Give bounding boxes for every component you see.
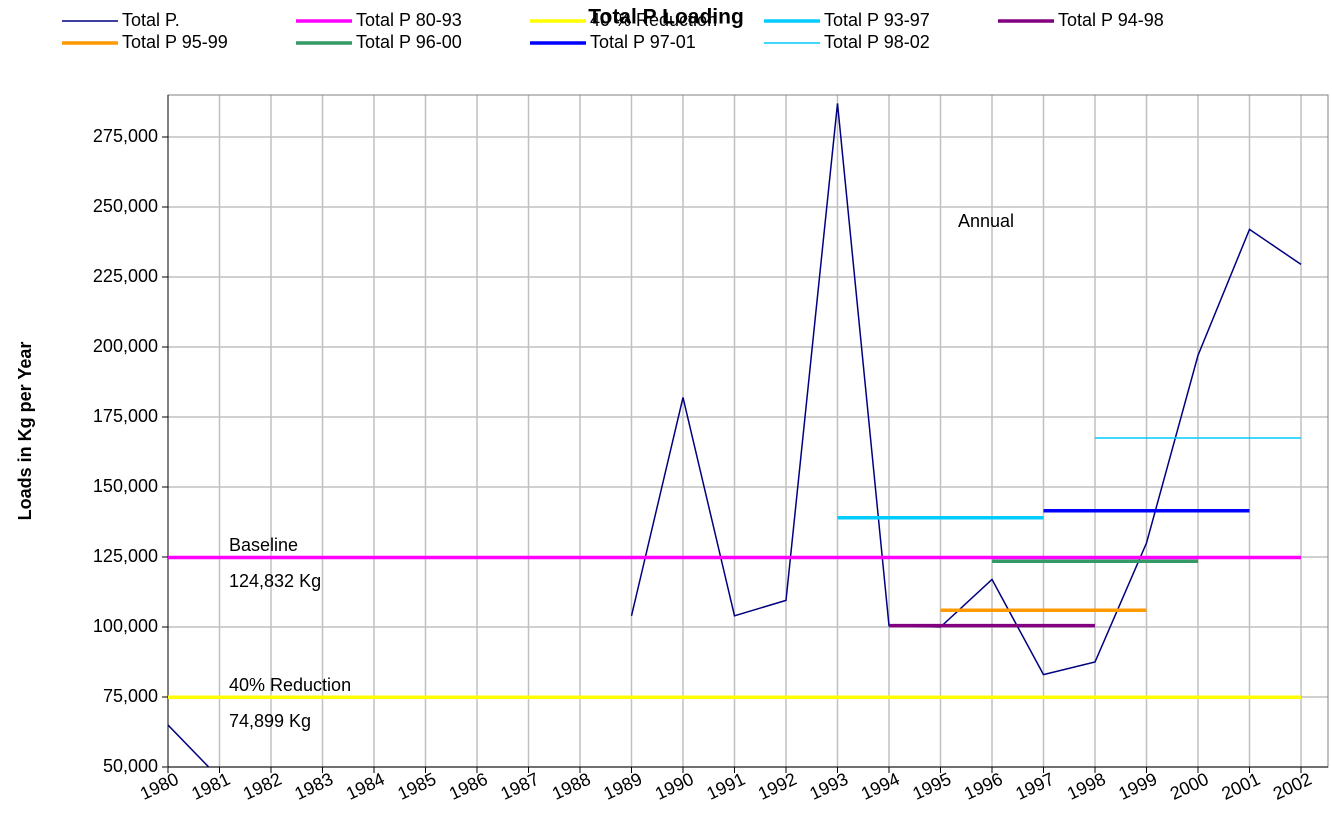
annotation: 124,832 Kg [229,571,321,591]
y-tick-label: 275,000 [93,126,158,146]
annotation: 40% Reduction [229,675,351,695]
x-tick-label: 1999 [1115,769,1160,804]
x-tick-label: 1984 [343,769,388,804]
legend-label: Total P 98-02 [824,32,930,52]
legend-label: Total P 95-99 [122,32,228,52]
x-tick-label: 1982 [240,769,285,804]
legend-label: Total P 97-01 [590,32,696,52]
x-tick-label: 1993 [806,769,851,804]
x-tick-label: 1996 [961,769,1006,804]
legend-label: Total P 94-98 [1058,10,1164,30]
annotation: Annual [958,211,1014,231]
x-tick-label: 1991 [703,769,748,804]
series-line [630,103,1302,676]
y-tick-label: 200,000 [93,336,158,356]
annotation: Baseline [229,535,298,555]
legend-label: 40 % Reduction [590,10,717,30]
y-axis-label: Loads in Kg per Year [15,342,35,521]
series-line [168,724,210,767]
y-tick-label: 75,000 [103,686,158,706]
legend-label: Total P 80-93 [356,10,462,30]
y-tick-label: 175,000 [93,406,158,426]
y-tick-label: 150,000 [93,476,158,496]
x-tick-label: 2001 [1218,769,1263,804]
legend-label: Total P 96-00 [356,32,462,52]
legend-label: Total P 93-97 [824,10,930,30]
x-tick-label: 1983 [291,769,336,804]
y-tick-label: 100,000 [93,616,158,636]
x-tick-label: 1985 [394,769,439,804]
x-tick-label: 1992 [755,769,800,804]
x-tick-label: 1988 [549,769,594,804]
y-tick-label: 50,000 [103,756,158,776]
x-tick-label: 1994 [858,769,903,804]
x-tick-label: 2000 [1167,769,1212,804]
x-tick-label: 1989 [600,769,645,804]
x-tick-label: 1987 [497,769,542,804]
chart-title: Total P Loading [588,6,744,29]
x-tick-label: 1995 [909,769,954,804]
plot-border [167,94,1329,768]
y-tick-label: 250,000 [93,196,158,216]
x-tick-label: 1998 [1064,769,1109,804]
x-tick-label: 1981 [188,769,233,804]
legend-label: Total P. [122,10,180,30]
annotation: 74,899 Kg [229,711,311,731]
plot-lines [168,103,1302,767]
y-tick-label: 125,000 [93,546,158,566]
x-tick-label: 1997 [1012,769,1057,804]
x-tick-label: 1990 [652,769,697,804]
x-tick-label: 2002 [1270,769,1315,804]
y-tick-label: 225,000 [93,266,158,286]
x-tick-label: 1986 [446,769,491,804]
